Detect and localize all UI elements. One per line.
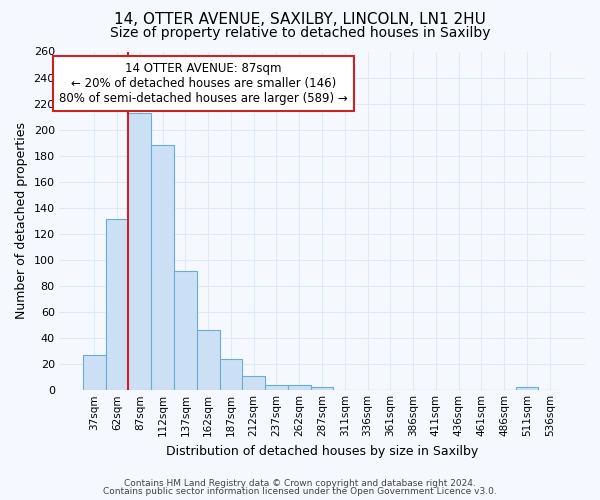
Bar — [83, 354, 106, 390]
Bar — [197, 330, 220, 390]
Bar — [106, 220, 128, 390]
Bar — [242, 376, 265, 390]
Text: 14 OTTER AVENUE: 87sqm
← 20% of detached houses are smaller (146)
80% of semi-de: 14 OTTER AVENUE: 87sqm ← 20% of detached… — [59, 62, 348, 105]
Bar — [151, 145, 174, 390]
Bar — [265, 384, 288, 390]
Bar — [174, 272, 197, 390]
X-axis label: Distribution of detached houses by size in Saxilby: Distribution of detached houses by size … — [166, 444, 478, 458]
Bar — [220, 358, 242, 390]
Bar — [311, 388, 334, 390]
Text: Size of property relative to detached houses in Saxilby: Size of property relative to detached ho… — [110, 26, 490, 40]
Text: Contains public sector information licensed under the Open Government Licence v3: Contains public sector information licen… — [103, 487, 497, 496]
Bar — [288, 384, 311, 390]
Text: 14, OTTER AVENUE, SAXILBY, LINCOLN, LN1 2HU: 14, OTTER AVENUE, SAXILBY, LINCOLN, LN1 … — [114, 12, 486, 28]
Text: Contains HM Land Registry data © Crown copyright and database right 2024.: Contains HM Land Registry data © Crown c… — [124, 478, 476, 488]
Bar — [515, 388, 538, 390]
Y-axis label: Number of detached properties: Number of detached properties — [15, 122, 28, 319]
Bar — [128, 112, 151, 390]
